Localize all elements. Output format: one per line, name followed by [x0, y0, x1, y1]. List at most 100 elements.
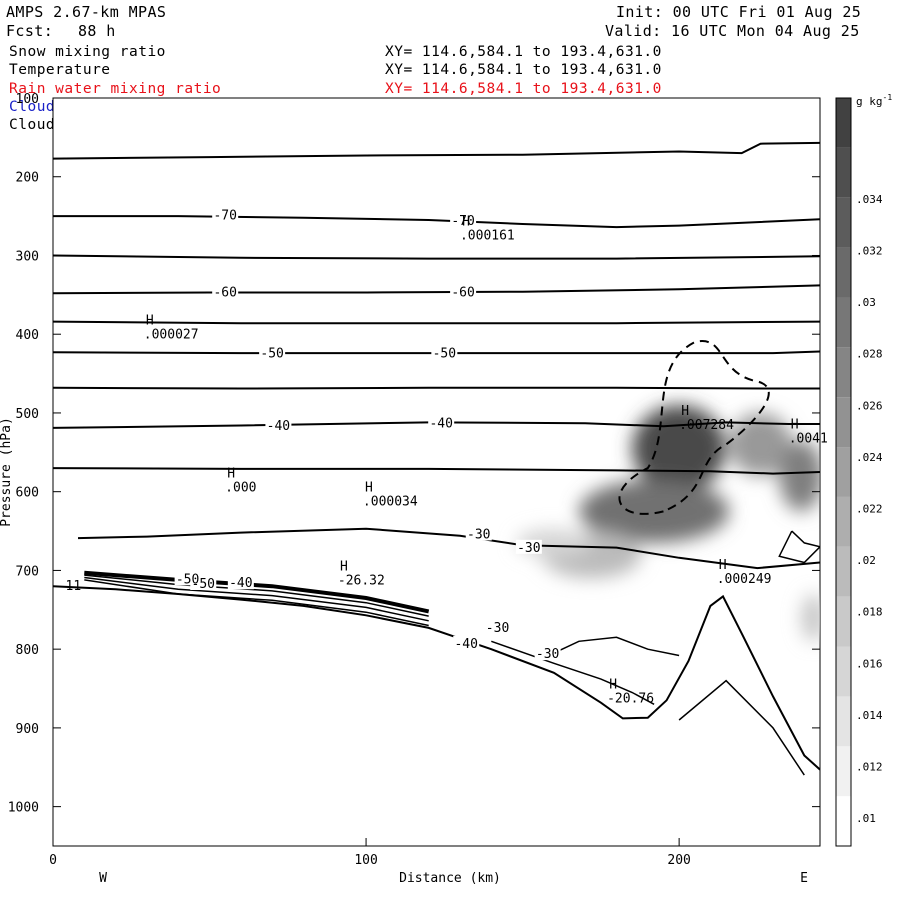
extremum-value: .000249 — [717, 572, 772, 587]
isotherm-label-bg — [450, 284, 477, 299]
model-title: AMPS 2.67-km MPAS — [6, 3, 167, 21]
field-xy-range: XY= 114.6,584.1 to 193.4,631.0 — [385, 44, 662, 60]
isotherm-line — [53, 254, 820, 260]
shading-blob — [578, 479, 730, 543]
lower-contour — [491, 640, 655, 705]
direction-label-east: E — [800, 871, 808, 886]
isotherm-label: -50 — [433, 346, 456, 361]
extremum-value: .0041 — [789, 432, 828, 447]
colorbar-segment — [836, 546, 851, 597]
isotherm-label-bg — [431, 345, 458, 360]
colorbar-tick-label: .03 — [856, 296, 876, 309]
extremum-marker: H — [609, 677, 617, 692]
colorbar-segment — [836, 247, 851, 298]
isotherm-label: -30 — [517, 541, 540, 556]
colorbar-segment — [836, 696, 851, 747]
direction-label-west: W — [99, 871, 107, 886]
isotherm-label: -70 — [213, 209, 236, 224]
init-time: Init: 00 UTC Fri 01 Aug 25 — [616, 3, 862, 21]
y-tick-label: 200 — [16, 171, 39, 186]
x-tick-label: 200 — [667, 853, 690, 868]
y-tick-label: 700 — [16, 564, 39, 579]
extremum-marker: H — [365, 481, 373, 496]
y-tick-label: 900 — [16, 722, 39, 737]
x-tick-label: 100 — [354, 853, 377, 868]
isotherm-label-bg — [265, 417, 292, 432]
isotherm-label-bg — [259, 345, 286, 360]
isotherm-line — [77, 527, 820, 570]
isotherm-label: -30 — [486, 621, 509, 636]
field-name: Snow mixing ratio — [9, 44, 166, 60]
shading-blob — [729, 412, 792, 476]
extremum-marker: H — [681, 404, 689, 419]
colorbar-tick-label: .018 — [856, 606, 883, 619]
isotherm-label-bg — [465, 526, 492, 541]
extremum-value: -26.32 — [338, 573, 385, 588]
valid-time: Valid: 16 UTC Mon 04 Aug 25 — [605, 22, 860, 40]
colorbar-segment — [836, 98, 851, 148]
isotherm-label: -50 — [260, 346, 283, 361]
x-axis-label: Distance (km) — [399, 871, 501, 886]
lower-contour — [553, 636, 680, 657]
shading-blob — [801, 594, 820, 642]
terrain-contour-bundle — [84, 576, 429, 622]
colorbar-tick-label: .032 — [856, 244, 883, 257]
extremum-marker: H — [146, 314, 154, 329]
extremum-value: -20.76 — [607, 691, 654, 706]
colorbar-unit-exp: -1 — [883, 93, 893, 102]
y-tick-label: 1000 — [8, 801, 39, 816]
isotherm-label-bg — [484, 620, 511, 635]
lower-contour — [678, 679, 805, 776]
isotherm-label: -70 — [451, 214, 474, 229]
colorbar-tick-label: .026 — [856, 399, 883, 412]
isotherm-line — [53, 386, 820, 390]
isotherm-label-bg — [453, 635, 480, 650]
isotherm-label-bg — [534, 646, 561, 661]
colorbar-segment — [836, 646, 851, 697]
extremum-value: .000 — [225, 480, 256, 495]
isotherm-label: -50 — [176, 572, 199, 587]
isotherm-label: -40 — [267, 419, 290, 434]
colorbar-unit: g kg-1 — [856, 93, 892, 108]
colorbar-tick-label: .022 — [856, 503, 883, 516]
colorbar-tick-label: .016 — [856, 657, 883, 670]
forecast-label: Fcst: — [6, 22, 54, 40]
y-tick-label: 500 — [16, 407, 39, 422]
y-tick-label: 600 — [16, 486, 39, 501]
y-tick-label: 400 — [16, 328, 39, 343]
colorbar-segment — [836, 596, 851, 647]
isotherm-label: -40 — [429, 416, 452, 431]
isotherm-label-bg — [212, 207, 239, 222]
colorbar-tick-label: .01 — [856, 812, 876, 825]
colorbar-tick-label: .024 — [856, 451, 883, 464]
stray-label: 11 — [66, 579, 82, 594]
isotherm-label: -40 — [454, 637, 477, 652]
isotherm-label-bg — [428, 415, 455, 430]
extremum-value: .000161 — [460, 228, 515, 243]
colorbar-tick-label: .012 — [856, 761, 883, 774]
colorbar-frame — [835, 97, 852, 847]
y-tick-label: 800 — [16, 643, 39, 658]
extremum-marker: H — [791, 418, 799, 433]
colorbar-tick-label: .034 — [856, 193, 883, 206]
isotherm-label: -60 — [213, 286, 236, 301]
y-tick-label: 300 — [16, 249, 39, 264]
terrain-surface-line — [53, 585, 820, 771]
isotherm-label-bg — [174, 571, 201, 586]
isotherm-label-bg — [212, 284, 239, 299]
isotherm-label-bg — [227, 575, 254, 590]
isotherm-label: -40 — [229, 576, 252, 591]
isotherm-line — [53, 467, 820, 475]
colorbar-segment — [836, 147, 851, 198]
colorbar-tick-label: .014 — [856, 709, 883, 722]
colorbar-segment — [836, 197, 851, 248]
shading-blob — [779, 440, 820, 512]
extremum-value: .000034 — [363, 495, 418, 510]
colorbar-tick-label: .028 — [856, 348, 883, 361]
cloud-ice-dashed-contour — [618, 340, 770, 515]
extremum-marker: H — [462, 214, 470, 229]
forecast-hours: 88 h — [78, 22, 116, 40]
isotherm-line — [53, 350, 820, 355]
extremum-value: .000027 — [144, 328, 199, 343]
